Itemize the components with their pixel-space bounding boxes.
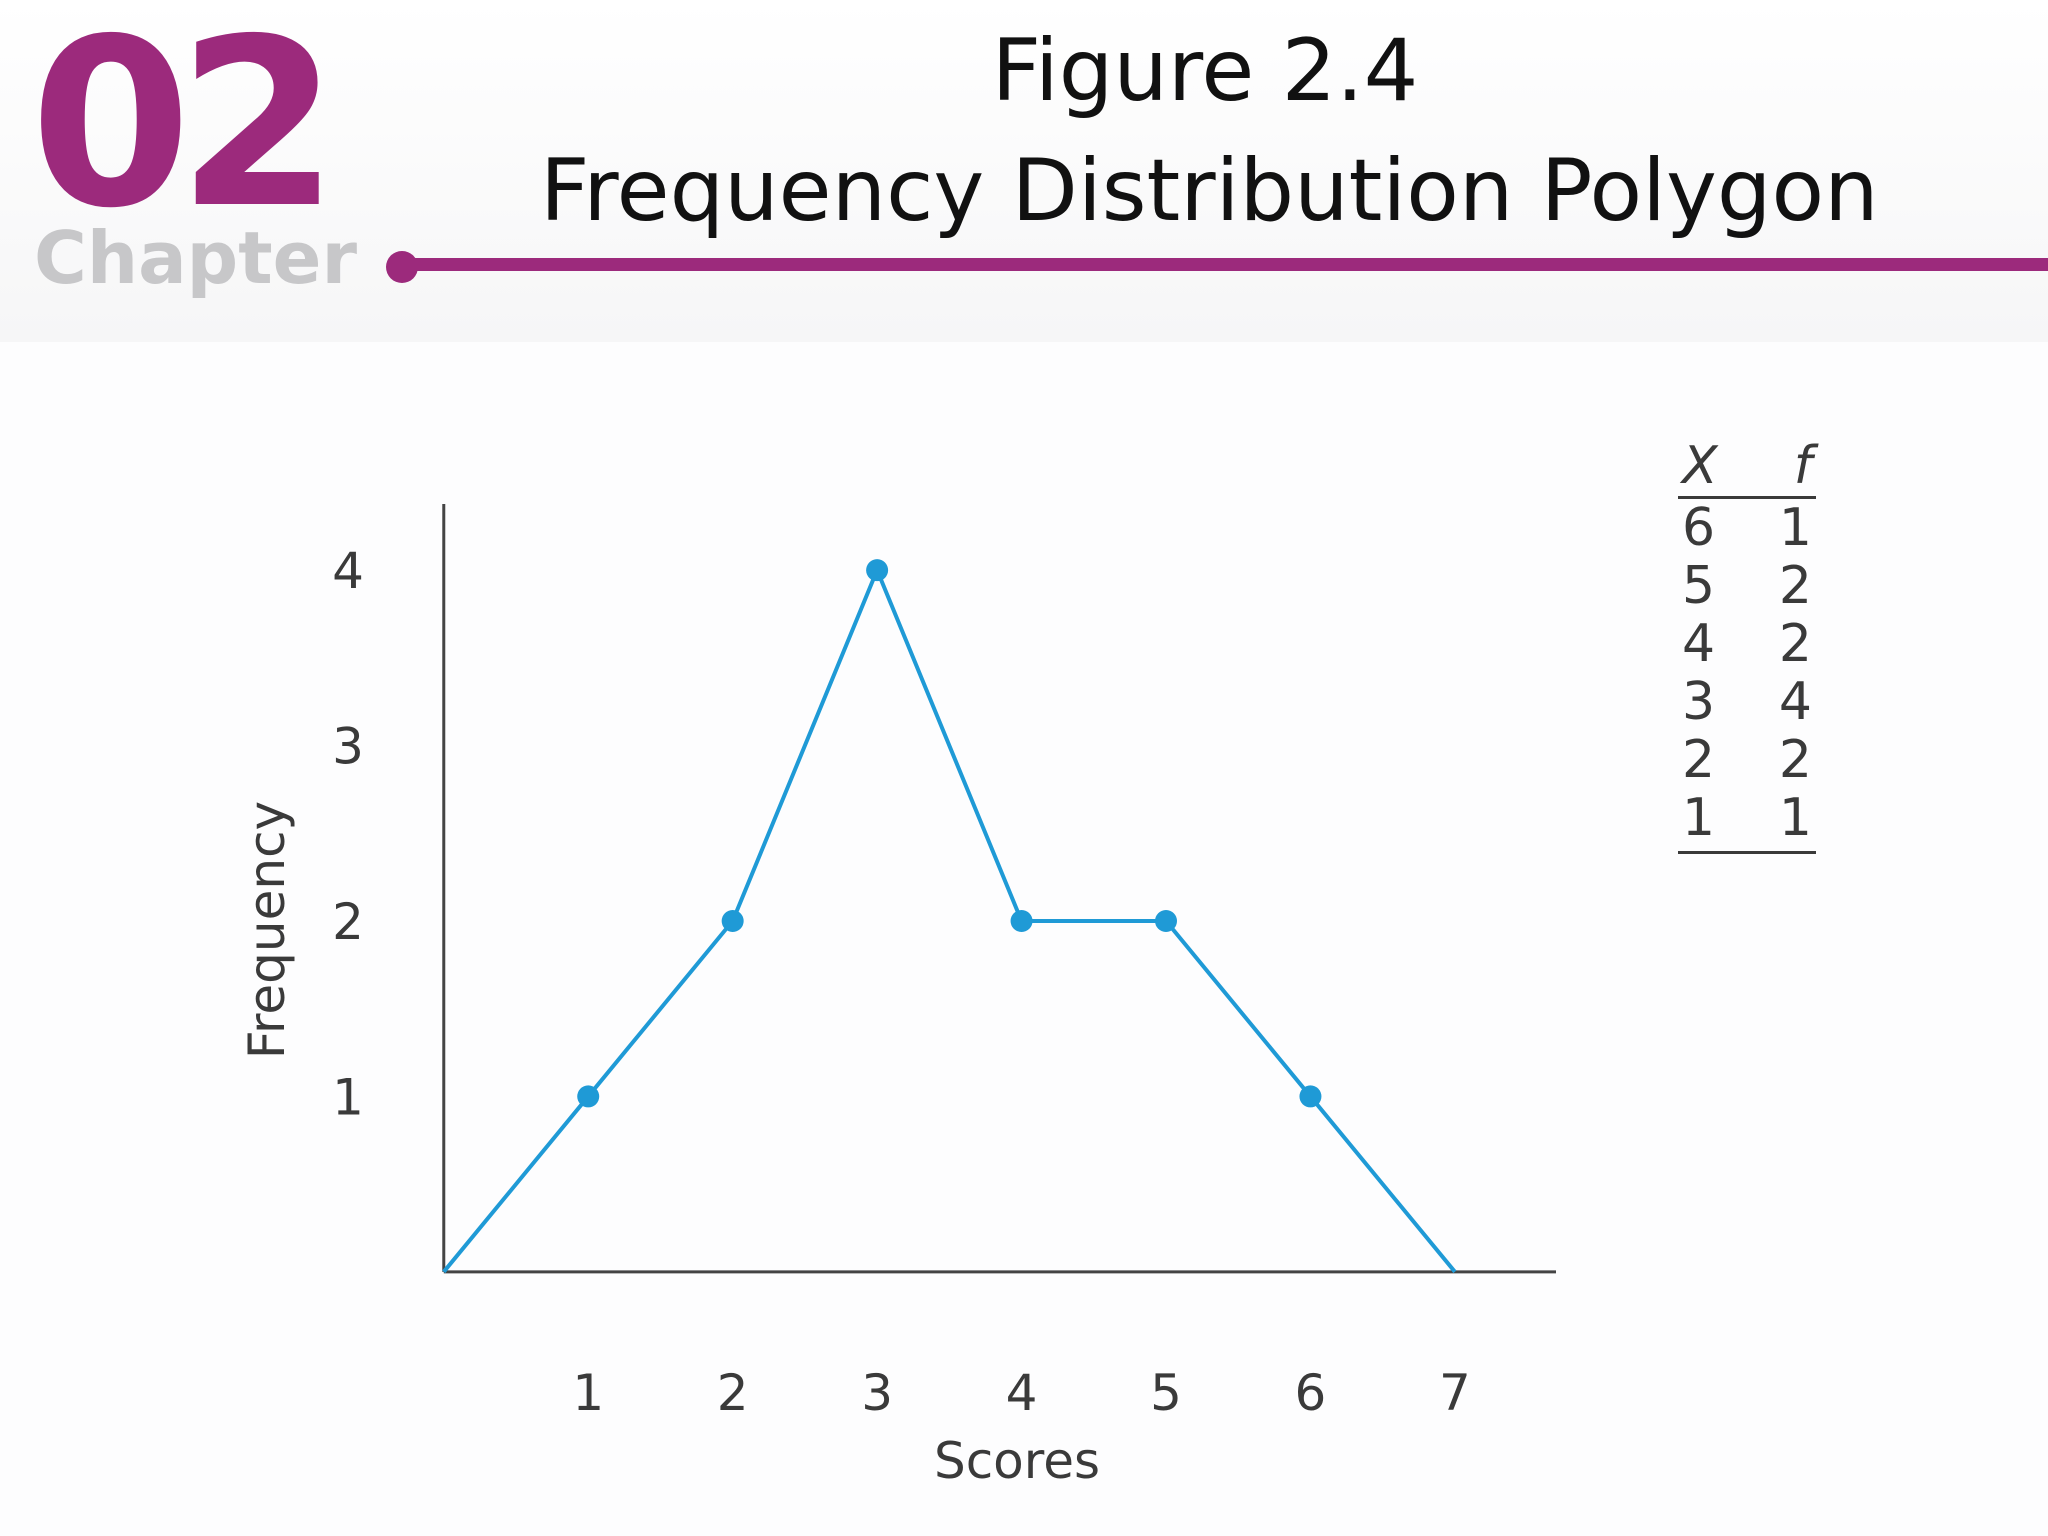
data-point <box>577 1085 600 1108</box>
data-point <box>1010 910 1033 932</box>
x-axis-label: Scores <box>934 1432 1100 1490</box>
figure-title: Figure 2.4 <box>991 21 1419 121</box>
data-point <box>1299 1085 1322 1108</box>
polygon-layer <box>442 564 1457 1274</box>
y-tick-label: 2 <box>332 893 364 951</box>
table-cell-f: 1 <box>1778 498 1812 558</box>
table-cell-x: 5 <box>1682 556 1716 616</box>
x-tick-label: 7 <box>1439 1364 1471 1422</box>
table-cell-f: 4 <box>1778 672 1812 732</box>
chapter-label: Chapter <box>34 216 357 300</box>
table-cell-f: 2 <box>1778 730 1812 790</box>
chart-axes <box>442 504 1556 1274</box>
table-cell-x: 6 <box>1682 498 1716 558</box>
table-header-x: X <box>1682 436 1718 496</box>
data-point <box>866 559 889 582</box>
y-axis-label: Frequency <box>238 801 296 1059</box>
x-tick-label: 4 <box>1006 1364 1038 1422</box>
table-cell-f: 1 <box>1778 788 1812 848</box>
table-cell-x: 2 <box>1682 730 1716 790</box>
y-tick-label: 1 <box>332 1068 364 1126</box>
y-tick-label: 4 <box>332 542 364 600</box>
y-tick-labels: 1 2 3 4 <box>332 542 364 1126</box>
y-tick-label: 3 <box>332 718 364 776</box>
data-point <box>721 910 744 932</box>
points-layer <box>577 559 1322 1108</box>
polygon-line <box>442 564 1457 1274</box>
header-rule <box>400 258 2048 271</box>
data-point <box>1155 910 1177 932</box>
header-band <box>0 0 2048 342</box>
table-header-f: f <box>1793 436 1812 496</box>
table-cell-x: 4 <box>1682 614 1716 674</box>
x-tick-label: 6 <box>1295 1364 1327 1422</box>
figure-subtitle: Frequency Distribution Polygon <box>540 141 1879 241</box>
x-tick-labels: 1 2 3 4 5 6 7 <box>572 1364 1470 1422</box>
table-cell-f: 2 <box>1778 556 1812 616</box>
table-cell-x: 3 <box>1682 672 1716 732</box>
table-cell-x: 1 <box>1682 788 1716 848</box>
table-header: X f <box>1678 436 1816 499</box>
x-tick-label: 1 <box>572 1364 604 1422</box>
chapter-number: 02 <box>30 0 339 259</box>
table-cell-f: 2 <box>1778 614 1812 674</box>
x-tick-label: 2 <box>717 1364 749 1422</box>
x-tick-label: 5 <box>1150 1364 1182 1422</box>
x-tick-label: 3 <box>861 1364 893 1422</box>
